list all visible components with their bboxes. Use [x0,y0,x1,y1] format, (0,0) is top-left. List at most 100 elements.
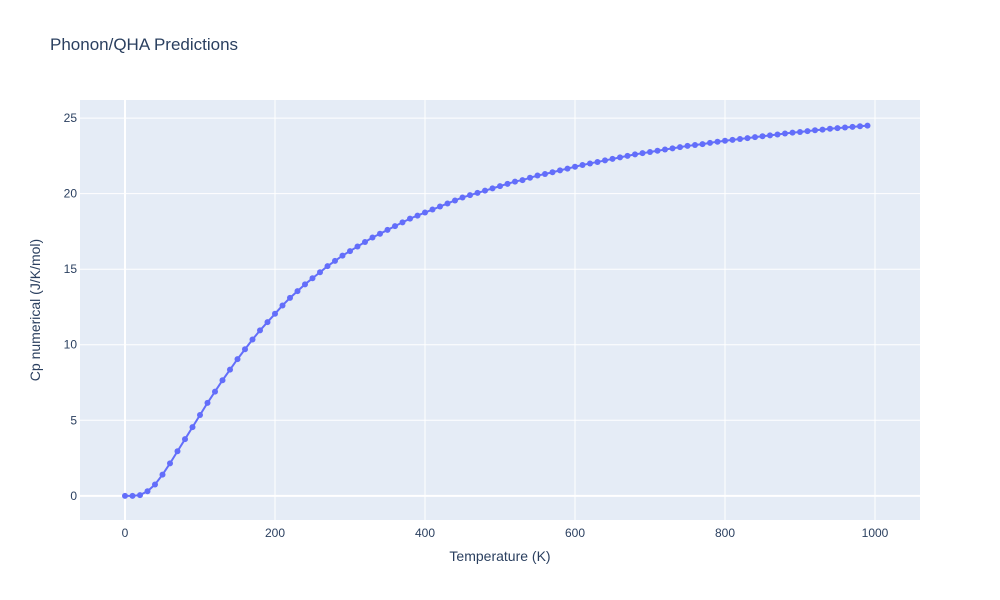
data-point[interactable] [662,146,668,153]
data-point[interactable] [797,129,803,136]
data-point[interactable] [294,288,301,295]
plot-area[interactable] [80,100,920,520]
data-point[interactable] [819,126,826,133]
data-point[interactable] [714,138,721,145]
data-point[interactable] [864,122,871,129]
data-point[interactable] [707,139,713,146]
data-point[interactable] [842,124,848,131]
data-point[interactable] [144,488,151,495]
data-point[interactable] [527,174,533,181]
data-point[interactable] [122,492,128,499]
data-point[interactable] [602,157,608,164]
data-point[interactable] [257,327,263,334]
data-point[interactable] [737,135,743,142]
data-point[interactable] [167,460,173,467]
data-point[interactable] [782,130,788,137]
data-point[interactable] [834,125,841,132]
data-point[interactable] [647,148,653,155]
data-point[interactable] [287,294,293,301]
data-point[interactable] [549,169,556,176]
data-point[interactable] [504,180,511,187]
data-point[interactable] [669,145,676,152]
data-point[interactable] [437,203,443,210]
data-point[interactable] [354,243,361,250]
data-point[interactable] [512,178,518,185]
data-point[interactable] [849,123,856,130]
data-point[interactable] [579,161,586,168]
data-point[interactable] [722,137,728,144]
data-point[interactable] [752,134,758,141]
data-point[interactable] [377,230,383,237]
data-point[interactable] [332,257,338,264]
data-point[interactable] [534,172,541,179]
data-point[interactable] [557,167,563,174]
data-point[interactable] [804,128,811,135]
data-point[interactable] [137,492,143,499]
data-point[interactable] [497,183,503,190]
data-point[interactable] [459,194,466,201]
data-point[interactable] [609,155,616,162]
data-point[interactable] [489,185,496,192]
data-point[interactable] [759,133,766,140]
data-point[interactable] [272,310,278,317]
data-point[interactable] [414,212,421,219]
data-point[interactable] [857,123,863,130]
data-point[interactable] [429,206,436,213]
data-point[interactable] [789,129,796,136]
data-point[interactable] [189,424,196,431]
data-point[interactable] [482,187,488,194]
data-point[interactable] [542,171,548,178]
data-point[interactable] [519,177,526,184]
data-point[interactable] [812,127,818,134]
data-point[interactable] [827,125,833,132]
data-point[interactable] [632,151,638,158]
data-point[interactable] [617,154,623,161]
data-point[interactable] [129,492,136,499]
data-point[interactable] [302,281,308,288]
data-point[interactable] [654,147,661,154]
data-point[interactable] [639,150,646,157]
data-point[interactable] [264,319,271,326]
data-point[interactable] [467,192,473,199]
data-point[interactable] [347,248,353,255]
data-point[interactable] [369,234,376,241]
data-point[interactable] [392,223,398,230]
data-point[interactable] [677,144,683,151]
data-point[interactable] [624,152,631,159]
data-point[interactable] [152,481,158,488]
data-point[interactable] [197,412,203,418]
data-point[interactable] [692,142,698,149]
data-point[interactable] [744,135,751,142]
data-point[interactable] [339,252,346,259]
data-point[interactable] [407,215,413,222]
data-point[interactable] [234,356,241,363]
data-point[interactable] [422,209,428,216]
data-point[interactable] [774,131,781,138]
data-point[interactable] [174,448,181,455]
data-point[interactable] [572,163,578,170]
data-point[interactable] [699,141,706,148]
data-point[interactable] [212,388,218,395]
data-point[interactable] [249,336,256,343]
data-point[interactable] [594,158,601,165]
data-point[interactable] [452,197,458,204]
data-point[interactable] [767,132,773,139]
data-point[interactable] [227,366,233,373]
data-point[interactable] [242,346,248,353]
data-point[interactable] [729,136,736,143]
data-point[interactable] [587,160,593,167]
data-point[interactable] [444,200,451,207]
data-point[interactable] [159,471,166,478]
data-point[interactable] [362,239,368,246]
data-point[interactable] [309,275,316,282]
data-point[interactable] [399,219,406,226]
data-point[interactable] [384,226,391,233]
data-point[interactable] [317,269,323,276]
data-point[interactable] [684,142,691,149]
data-point[interactable] [219,377,226,384]
data-point[interactable] [564,165,571,172]
data-point[interactable] [279,302,286,309]
data-point[interactable] [474,189,481,196]
data-point[interactable] [204,399,211,406]
data-point[interactable] [182,436,188,443]
